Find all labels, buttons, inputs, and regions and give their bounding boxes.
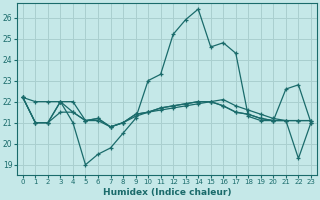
X-axis label: Humidex (Indice chaleur): Humidex (Indice chaleur): [103, 188, 231, 197]
